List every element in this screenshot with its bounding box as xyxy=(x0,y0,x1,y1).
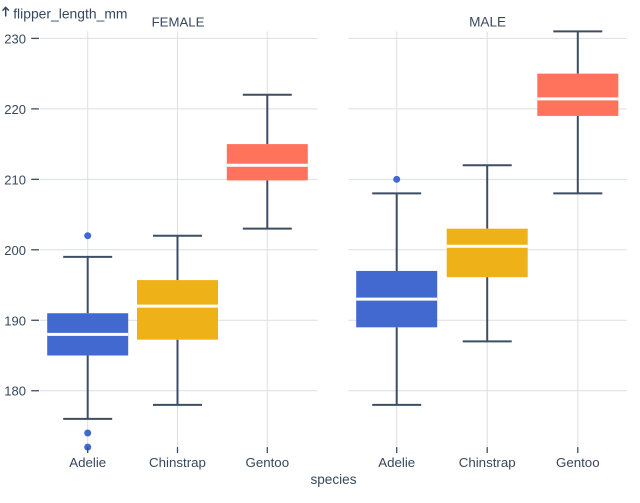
svg-text:230: 230 xyxy=(4,31,26,46)
svg-text:Adelie: Adelie xyxy=(378,455,415,470)
svg-text:Adelie: Adelie xyxy=(69,455,106,470)
svg-text:190: 190 xyxy=(4,313,26,328)
svg-text:200: 200 xyxy=(4,243,26,258)
svg-text:210: 210 xyxy=(4,172,26,187)
svg-text:180: 180 xyxy=(4,384,26,399)
svg-text:species: species xyxy=(310,472,356,487)
svg-text:Gentoo: Gentoo xyxy=(245,455,289,470)
svg-text:Chinstrap: Chinstrap xyxy=(459,455,516,470)
svg-text:MALE: MALE xyxy=(469,14,506,29)
svg-text:Chinstrap: Chinstrap xyxy=(149,455,206,470)
svg-text:220: 220 xyxy=(4,102,26,117)
svg-text:FEMALE: FEMALE xyxy=(152,14,205,29)
svg-text:flipper_length_mm: flipper_length_mm xyxy=(13,5,127,21)
svg-text:Gentoo: Gentoo xyxy=(556,455,600,470)
